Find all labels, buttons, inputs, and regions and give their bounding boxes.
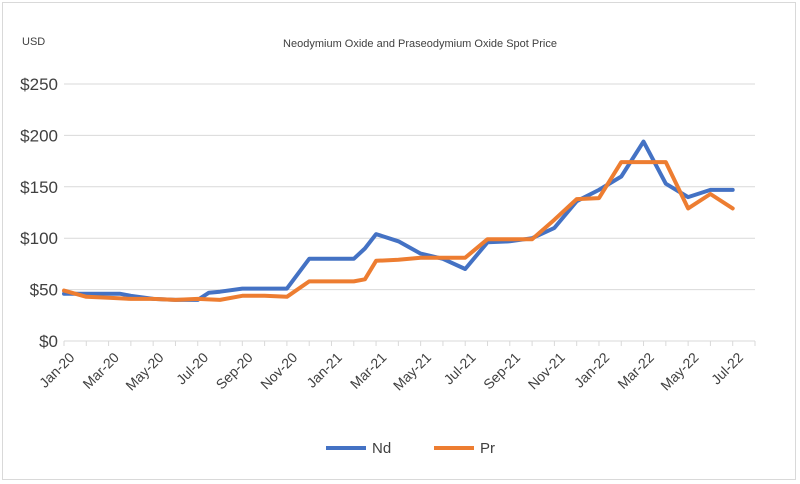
x-tick-label: Jul-21 xyxy=(440,349,478,387)
y-tick-label: $200 xyxy=(20,126,58,145)
x-tick-label: Sep-21 xyxy=(480,349,523,392)
y-tick-label: $100 xyxy=(20,229,58,248)
x-tick-label: Sep-20 xyxy=(213,349,256,392)
legend-label-nd: Nd xyxy=(372,440,391,457)
x-tick-label: Mar-20 xyxy=(79,349,122,392)
x-tick-label: Nov-20 xyxy=(257,349,300,392)
series-line-pr xyxy=(62,160,735,302)
x-tick-label: Jul-22 xyxy=(708,349,746,387)
x-tick-label: Jan-20 xyxy=(36,349,78,391)
x-tick-label: May-20 xyxy=(122,349,166,393)
y-tick-label: $50 xyxy=(30,281,58,300)
y-tick-label: $150 xyxy=(20,178,58,197)
y-tick-label: $0 xyxy=(39,332,58,351)
chart-title: Neodymium Oxide and Praseodymium Oxide S… xyxy=(283,38,557,50)
x-tick-label: Jan-22 xyxy=(571,349,613,391)
x-tick-label: Mar-22 xyxy=(614,349,657,392)
series-line-nd xyxy=(62,139,735,302)
x-axis-ticks: Jan-20 Mar-20 May-20 Jul-20 Sep-20 Nov-20 Jan-… xyxy=(36,341,756,393)
gridlines xyxy=(64,83,755,342)
legend-label-pr: Pr xyxy=(480,440,495,457)
x-tick-label: Mar-21 xyxy=(347,349,390,392)
x-tick-label: May-22 xyxy=(657,349,701,393)
y-axis-ticks: $0 $50 $100 $150 $200 $250 xyxy=(20,75,58,351)
x-tick-label: Jan-21 xyxy=(303,349,345,391)
x-tick-label: Jul-20 xyxy=(173,349,211,387)
x-tick-label: Nov-21 xyxy=(525,349,568,392)
x-tick-label: May-21 xyxy=(390,349,434,393)
y-tick-label: $250 xyxy=(20,75,58,94)
series-lines xyxy=(62,139,735,302)
y-axis-unit-label: USD xyxy=(22,36,45,48)
legend: Nd Pr xyxy=(326,440,495,457)
